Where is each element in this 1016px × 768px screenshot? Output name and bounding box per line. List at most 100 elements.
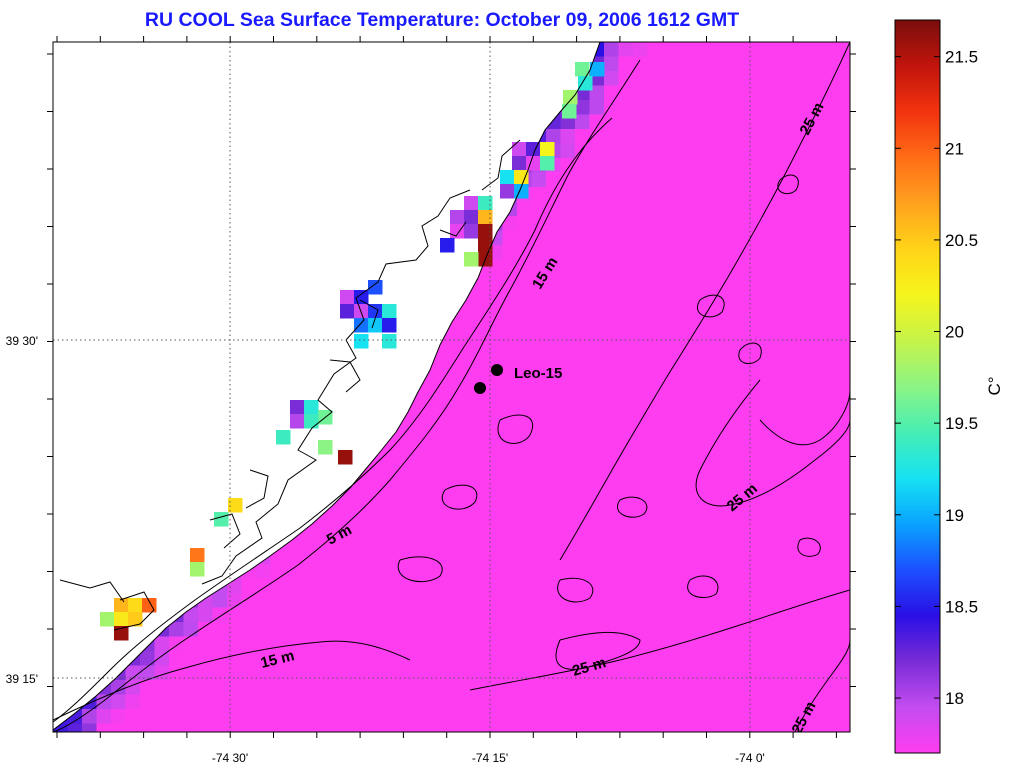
sst-pixel [488, 520, 504, 536]
sst-pixel [836, 404, 850, 420]
sst-pixel [488, 332, 504, 348]
sst-pixel [285, 593, 301, 609]
sst-pixel [560, 201, 576, 217]
sst-pixel [807, 448, 823, 464]
sst-pixel [821, 274, 837, 290]
sst-pixel [763, 332, 779, 348]
sst-pixel [749, 622, 765, 638]
sst-pixel [444, 578, 460, 594]
sst-pixel [705, 404, 721, 420]
sst-pixel [285, 578, 301, 594]
sst-pixel [575, 100, 591, 116]
sst-pixel [415, 491, 431, 507]
sst-pixel [691, 433, 707, 449]
sst-pixel [676, 462, 692, 478]
sst-pixel [676, 433, 692, 449]
sst-pixel [401, 520, 417, 536]
sst-pixel [357, 477, 373, 493]
sst-pixel [792, 42, 808, 58]
sst-pixel [763, 622, 779, 638]
sst-pixel [560, 158, 576, 174]
sst-pixel [546, 390, 562, 406]
sst-pixel [517, 404, 533, 420]
sst-pixel [647, 564, 663, 580]
sst-pixel [792, 404, 808, 420]
sst-pixel [720, 433, 736, 449]
sst-pixel [473, 593, 489, 609]
sst-pixel [836, 42, 850, 58]
sst-pixel [763, 274, 779, 290]
sst-map[interactable]: 5 m 15 m 15 m 25 m 25 m 25 m 25 m Leo-15… [0, 0, 880, 768]
sst-pixel [647, 433, 663, 449]
sst-pixel [415, 419, 431, 435]
sst-pixel [227, 607, 243, 623]
sst-pixel [821, 100, 837, 116]
sst-pixel [575, 172, 591, 188]
sst-pixel [691, 622, 707, 638]
sst-pixel [763, 535, 779, 551]
sst-pixel [778, 622, 794, 638]
sst-pixel [734, 158, 750, 174]
sst-pixel [546, 462, 562, 478]
sst-pixel [256, 564, 272, 580]
sst-pixel [531, 404, 547, 420]
sst-pixel [488, 317, 504, 333]
sst-pixel [647, 491, 663, 507]
sst-pixel [328, 578, 344, 594]
sst-pixel [357, 535, 373, 551]
sst-pixel [444, 506, 460, 522]
sst-pixel [676, 172, 692, 188]
sst-pixel [575, 448, 591, 464]
sst-pixel [589, 477, 605, 493]
sst-pixel [604, 245, 620, 261]
sst-pixel [633, 288, 649, 304]
sst-pixel [459, 375, 475, 391]
sst-pixel [415, 506, 431, 522]
sst-pixel [357, 549, 373, 565]
sst-pixel [821, 346, 837, 362]
sst-pixel [676, 303, 692, 319]
sst-pixel [444, 404, 460, 420]
sst-pixel [473, 622, 489, 638]
sst-pixel [459, 462, 475, 478]
sst-pixel [749, 506, 765, 522]
sst-pixel [821, 564, 837, 580]
sst-pixel [473, 361, 489, 377]
sst-pixel [401, 636, 417, 652]
sst-pixel [691, 114, 707, 130]
sst-pixel [618, 332, 634, 348]
sst-pixel [720, 158, 736, 174]
sst-pixel [792, 607, 808, 623]
sst-pixel [836, 288, 850, 304]
sst-pixel [792, 419, 808, 435]
sst-pixel [502, 419, 518, 435]
sst-pixel [749, 549, 765, 565]
sst-pixel [473, 317, 489, 333]
sst-pixel [560, 172, 576, 188]
sst-pixel [734, 593, 750, 609]
sst-pixel [633, 448, 649, 464]
sst-pixel [328, 593, 344, 609]
sst-pixel [328, 549, 344, 565]
sst-pixel [517, 607, 533, 623]
sst-pixel [691, 448, 707, 464]
sst-pixel [633, 56, 649, 72]
sst-pixel [691, 564, 707, 580]
sst-pixel [575, 535, 591, 551]
sst-pixel [575, 201, 591, 217]
sst-pixel [357, 622, 373, 638]
sst-pixel [792, 448, 808, 464]
sst-pixel [647, 404, 663, 420]
sst-pixel [488, 549, 504, 565]
sst-pixel [720, 506, 736, 522]
sst-pixel [807, 622, 823, 638]
sst-pixel [531, 491, 547, 507]
sst-pixel [546, 375, 562, 391]
sst-pixel [560, 332, 576, 348]
sst-pixel [807, 419, 823, 435]
sst-pixel [691, 143, 707, 159]
sst-pixel [720, 274, 736, 290]
sst-pixel [763, 187, 779, 203]
sst-pixel [734, 520, 750, 536]
sst-pixel [589, 187, 605, 203]
